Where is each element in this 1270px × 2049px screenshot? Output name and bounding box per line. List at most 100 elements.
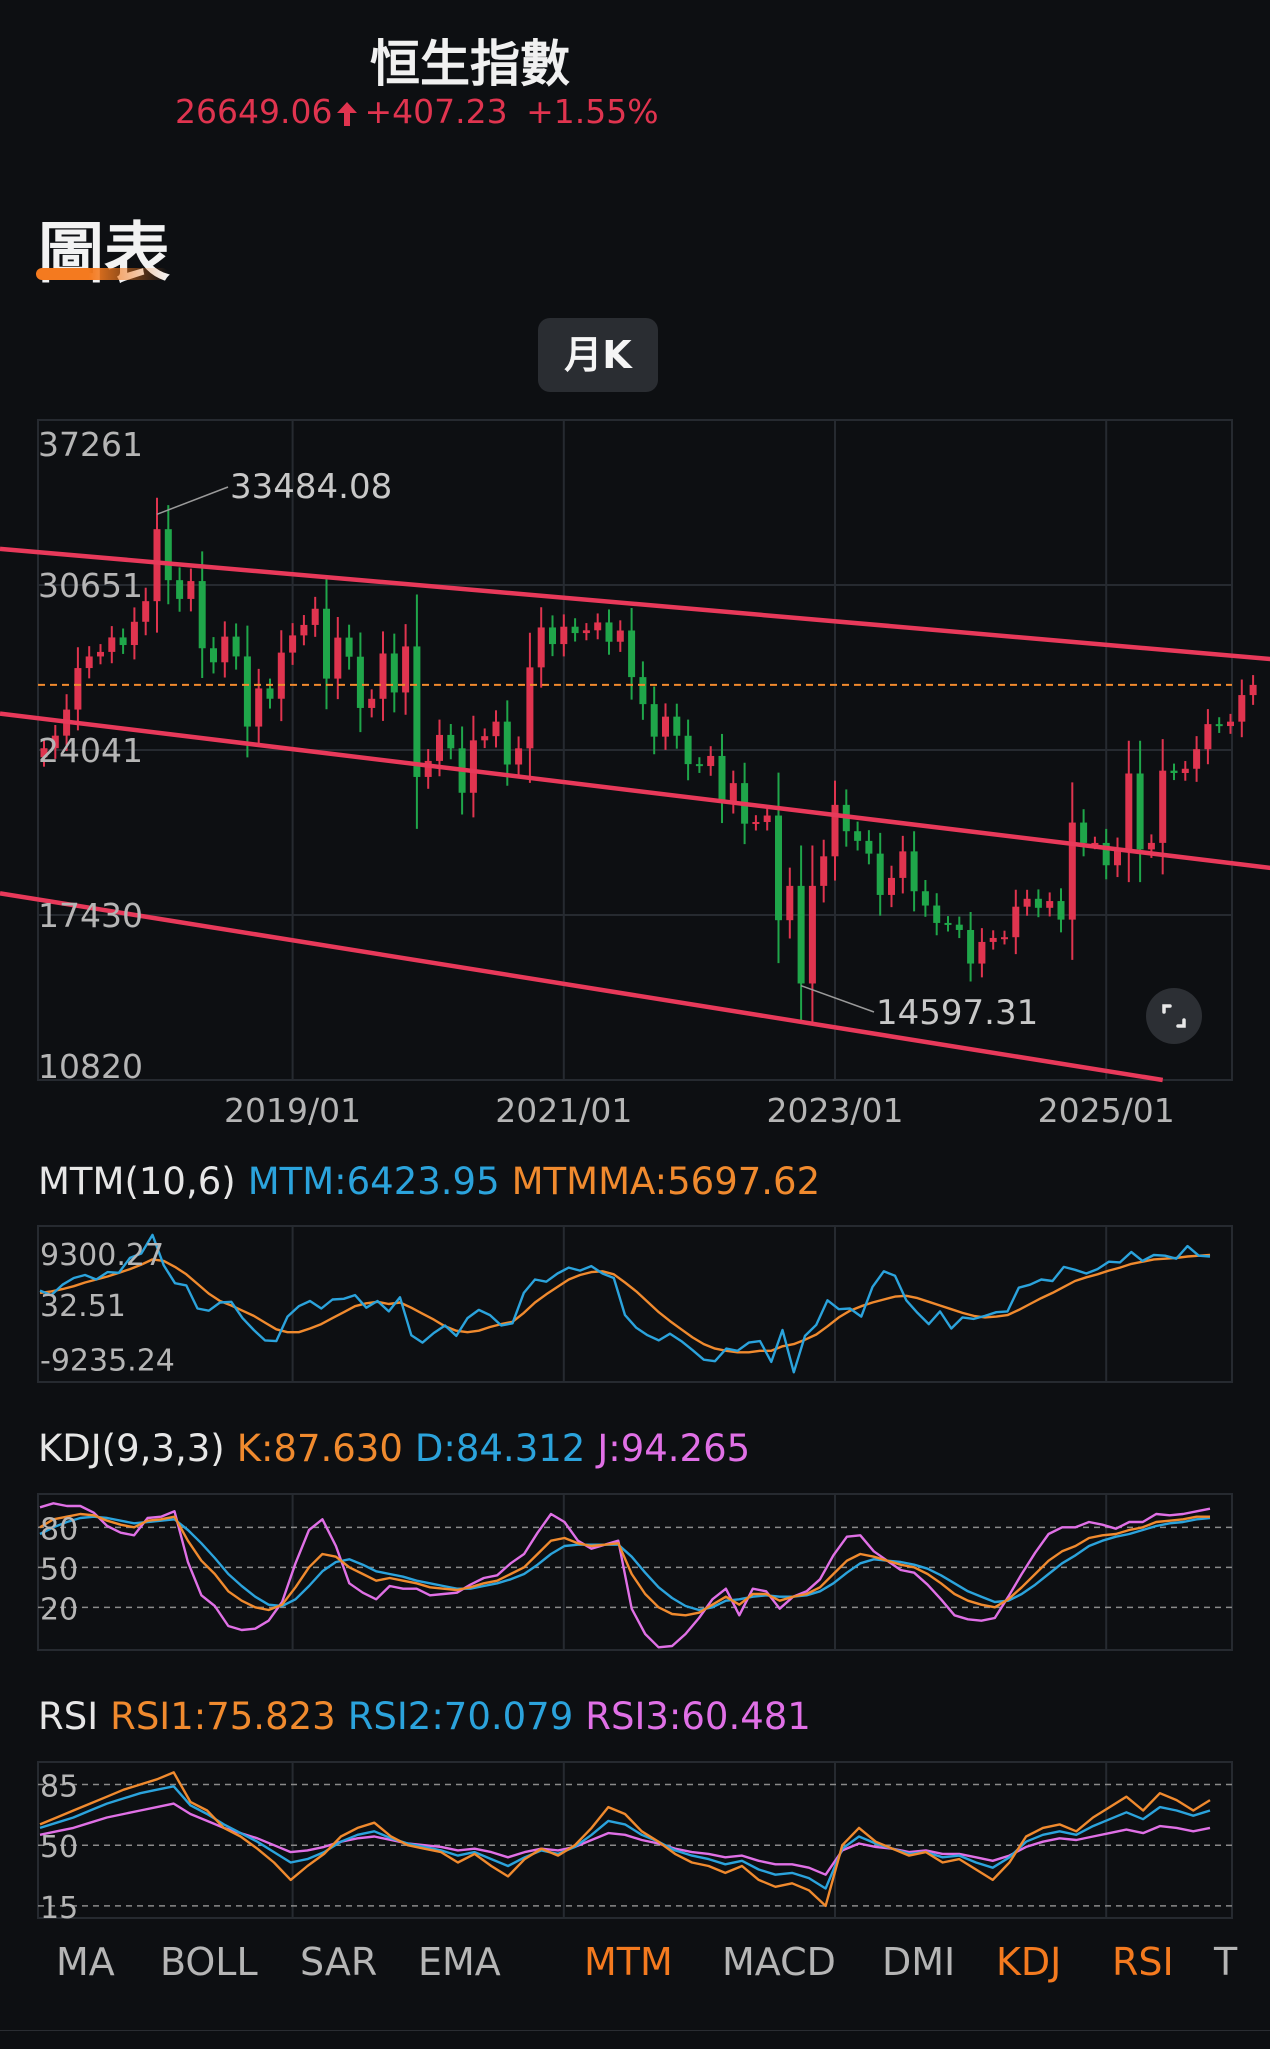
x-tick-label: 2019/01 [224, 1091, 361, 1130]
candle-body [684, 735, 692, 765]
candle-body [379, 653, 387, 699]
candle-body [221, 636, 229, 663]
y-tick-label: 30651 [38, 566, 143, 605]
kdj-chart: 80 50 20 [37, 1493, 1233, 1651]
candle-body [820, 856, 828, 886]
y-tick-label: 9300.27 [40, 1238, 164, 1273]
tab-ema[interactable]: EMA [418, 1940, 501, 1984]
candle-body [85, 656, 93, 669]
candle-body [921, 891, 929, 906]
candle-body [277, 652, 285, 699]
candle-body [888, 877, 895, 895]
candle-body [243, 656, 251, 727]
candle-body [695, 764, 703, 767]
candle-body [390, 653, 398, 693]
candle-body [1001, 937, 1008, 940]
candle-body [289, 635, 297, 653]
candle-body [1147, 842, 1155, 850]
mtm-legend: MTM(10,6) MTM:6423.95 MTMMA:5697.62 [38, 1160, 832, 1203]
candle-body [910, 851, 918, 892]
candle-body [582, 630, 590, 634]
candle-body [537, 627, 545, 668]
tab-t[interactable]: T [1214, 1940, 1238, 1984]
candle-body [469, 740, 477, 793]
y-tick-label: 85 [40, 1770, 78, 1805]
candle-body [51, 735, 59, 749]
candle-body [481, 736, 489, 741]
candle-body [955, 924, 963, 930]
kdj-j-value: J:94.265 [597, 1427, 751, 1470]
plot-frame [37, 1761, 1233, 1919]
x-tick-label: 2023/01 [766, 1091, 903, 1130]
annotation-high: 33484.08 [230, 467, 392, 507]
rsi-legend: RSI RSI1:75.823 RSI2:70.079 RSI3:60.481 [38, 1695, 823, 1738]
candle-body [176, 580, 184, 599]
fullscreen-button[interactable] [1146, 988, 1202, 1044]
candle-body [447, 734, 455, 749]
candle-body [1170, 770, 1178, 774]
candle-body [854, 831, 862, 841]
candle-body [752, 822, 760, 825]
candle-body [1227, 721, 1234, 727]
candle-body [108, 637, 116, 652]
candle-body [526, 667, 534, 749]
candle-body [549, 627, 556, 645]
indicator-tab-bar: MA BOLL SAR EMA MTM MACD DMI KDJ RSI T [0, 1940, 1270, 2000]
candle-body [40, 748, 48, 758]
plot-frame [37, 1225, 1233, 1383]
y-tick-label: 17430 [38, 896, 143, 935]
candle-body [662, 716, 669, 737]
candle-body [1057, 901, 1065, 920]
period-selector-button[interactable]: 月K [538, 318, 658, 392]
candle-body [1034, 898, 1042, 908]
candle-body [436, 734, 443, 761]
candle-body [334, 637, 342, 679]
candle-body [707, 755, 715, 767]
candle-body [1023, 898, 1031, 907]
arrow-up-icon [337, 101, 358, 126]
candle-body [210, 648, 217, 663]
x-tick-label: 2021/01 [495, 1091, 632, 1130]
candle-body [763, 815, 771, 823]
trend-line [0, 711, 1270, 871]
candle-body [1193, 749, 1201, 769]
page-title: 恒生指數 [370, 35, 570, 93]
tab-ma[interactable]: MA [56, 1940, 115, 1984]
tab-rsi[interactable]: RSI [1112, 1940, 1174, 1984]
candlestick-chart[interactable]: 37261 30651 24041 17430 10820 2019/01 2021/01 2… [0, 410, 1270, 1130]
candle-body [153, 529, 161, 602]
candle-body [198, 581, 206, 649]
y-tick-label: 80 [40, 1512, 78, 1547]
candle-body [1091, 842, 1099, 845]
candle-body [142, 601, 150, 622]
y-tick-label: 50 [40, 1830, 78, 1865]
candle-body [876, 853, 884, 895]
candle-body [1114, 849, 1121, 866]
tab-mtm[interactable]: MTM [584, 1940, 673, 1984]
candle-body [266, 688, 274, 699]
kdj-k-value: K:87.630 [236, 1427, 403, 1470]
candle-body [808, 885, 816, 984]
candle-body [1080, 822, 1088, 843]
candle-body [639, 677, 647, 705]
plot-frame [37, 1493, 1233, 1651]
rsi1-line [39, 1771, 1211, 1908]
tab-kdj[interactable]: KDJ [996, 1940, 1062, 1984]
candle-body [356, 656, 364, 708]
tab-boll[interactable]: BOLL [160, 1940, 258, 1984]
y-tick-label: 50 [40, 1552, 78, 1587]
trend-line [0, 546, 1270, 662]
tab-dmi[interactable]: DMI [882, 1940, 956, 1984]
candle-body [187, 581, 195, 599]
tab-sar[interactable]: SAR [300, 1940, 378, 1984]
tab-macd[interactable]: MACD [722, 1940, 836, 1984]
x-tick-label: 2025/01 [1038, 1091, 1175, 1130]
y-tick-label: 15 [40, 1891, 78, 1922]
candle-body [1046, 901, 1054, 908]
annotation-low: 14597.31 [876, 993, 1038, 1033]
candle-body [323, 608, 330, 679]
candle-body [865, 840, 873, 854]
mtmma-line [39, 1253, 1211, 1354]
candle-body [775, 815, 782, 921]
candle-body [1204, 724, 1212, 750]
